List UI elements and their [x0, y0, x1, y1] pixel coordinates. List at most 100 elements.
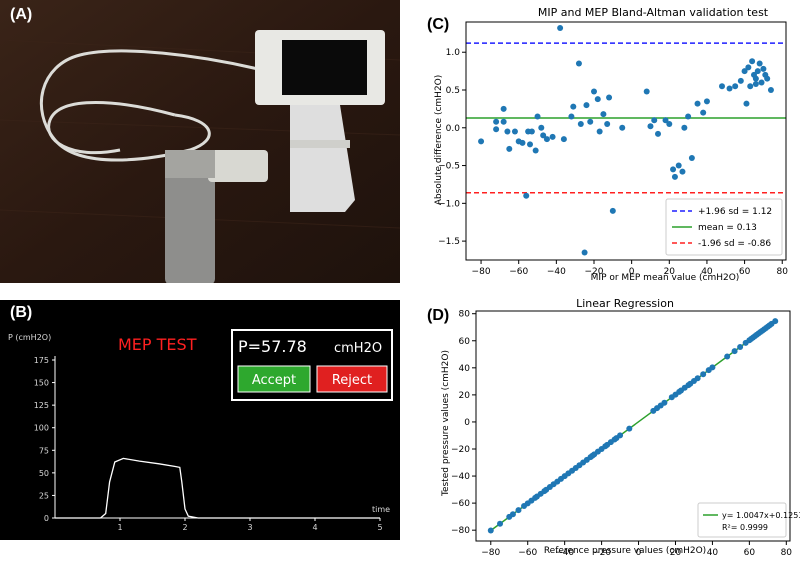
data-point	[741, 68, 748, 75]
data-point	[600, 111, 607, 118]
data-point	[745, 64, 752, 71]
data-point	[509, 511, 516, 518]
data-point	[568, 113, 575, 120]
chart-d-legend: y= 1.0047x+0.1253 R²= 0.9999	[697, 502, 800, 538]
data-point	[596, 128, 603, 135]
legend-entry: mean = 0.13	[698, 223, 757, 233]
data-point	[591, 88, 597, 95]
y-tick-label: 0.5	[446, 86, 460, 96]
linear-regression-chart: Linear Regression Reference pressure val…	[441, 297, 800, 558]
data-point	[661, 399, 668, 406]
x-tick-label: 80	[777, 267, 789, 277]
tubing	[39, 49, 263, 162]
x-tick-label: −60	[509, 267, 528, 277]
accept-button[interactable]: Accept	[237, 365, 311, 393]
screen-y-tick-label: 0	[44, 514, 49, 523]
data-point	[752, 75, 759, 82]
handheld-device	[255, 30, 385, 212]
chart-d-ticks: −80 −60 −40 −20 0 20 40 60 80 −80 −60 −40 −20 0 20 40 60…	[451, 310, 792, 558]
data-point	[570, 103, 577, 110]
data-point	[511, 128, 518, 135]
chart-c-reference-lines	[466, 42, 786, 194]
data-point	[688, 155, 695, 161]
y-tick-label: −40	[451, 472, 470, 482]
y-tick-label: −60	[451, 499, 470, 509]
data-point	[679, 168, 686, 175]
pressure-readout: P=57.78	[238, 337, 307, 356]
panel-label-b: (B)	[10, 304, 33, 321]
data-point	[760, 65, 767, 72]
data-point	[540, 132, 547, 139]
data-point	[534, 113, 541, 120]
data-point	[519, 139, 526, 146]
pressure-trace	[55, 457, 380, 519]
y-tick-label: −0.5	[438, 162, 460, 172]
x-tick-label: −80	[481, 548, 500, 558]
data-point	[651, 117, 658, 124]
y-tick-label: 60	[459, 337, 471, 347]
data-point	[675, 162, 682, 169]
legend-box	[665, 198, 783, 256]
screen-y-tick-label: 75	[39, 446, 49, 455]
data-point	[737, 344, 744, 351]
screen-title: MEP TEST	[118, 335, 197, 354]
x-tick-label: −60	[518, 548, 537, 558]
chart-c-points	[478, 25, 774, 256]
chart-d-points	[487, 318, 779, 534]
screen-display: P (cmH2O) MEP TEST P=57.78 cmH2O Accept …	[8, 329, 393, 532]
data-point	[604, 121, 611, 127]
x-tick-label: −20	[592, 548, 611, 558]
data-point	[523, 192, 530, 199]
data-point	[478, 138, 485, 145]
screen-y-tick-label: 175	[34, 356, 49, 365]
data-point	[719, 83, 725, 90]
data-point	[617, 432, 624, 439]
data-point	[767, 87, 774, 93]
chart-c-ticks: −80 −60 −40 −20 0 20 40 60 80 −1.5 −1.0 −0.5 0.0 0.5 1…	[438, 48, 788, 277]
data-point	[609, 207, 616, 214]
x-tick-label: 0	[636, 548, 642, 558]
pressure-unit: cmH2O	[334, 341, 382, 356]
data-point	[549, 133, 556, 140]
data-point	[528, 128, 535, 135]
data-point	[670, 166, 677, 173]
data-point	[662, 117, 669, 124]
x-tick-label: −20	[585, 267, 604, 277]
data-point	[500, 105, 507, 112]
x-tick-label: 60	[744, 548, 756, 558]
screen-x-tick-label: 5	[377, 523, 382, 532]
data-point	[726, 85, 733, 92]
data-point	[515, 507, 522, 514]
data-point	[694, 100, 701, 107]
data-point	[538, 124, 545, 131]
chart-c-frame	[465, 21, 787, 261]
screen-y-tick-label: 50	[39, 469, 49, 478]
data-point	[681, 124, 688, 131]
screen-x-tick-label: 3	[247, 523, 252, 532]
y-tick-label: 20	[459, 391, 471, 401]
y-tick-label: −1.5	[438, 237, 460, 247]
reject-button[interactable]: Reject	[316, 365, 388, 393]
data-point	[594, 96, 601, 103]
y-tick-label: −20	[451, 445, 470, 455]
data-point	[557, 25, 564, 32]
mouthpiece-unit	[165, 150, 268, 283]
x-tick-label: 40	[701, 267, 713, 277]
y-tick-label: 0	[464, 418, 470, 428]
panel-label-c: (C)	[427, 16, 450, 33]
chart-c-legend: +1.96 sd = 1.12 mean = 0.13 -1.96 sd = -0.…	[665, 198, 783, 256]
device-photo-illustration	[0, 0, 400, 283]
x-tick-label: 60	[739, 267, 751, 277]
screen-y-tick-label: 25	[39, 491, 49, 500]
chart-d-ylabel: Tested pressure values (cmH2O)	[441, 350, 451, 497]
data-point	[666, 121, 673, 127]
y-tick-label: 80	[459, 310, 471, 320]
data-point	[527, 141, 533, 148]
x-tick-label: 20	[664, 267, 676, 277]
screen-x-axis-label: time	[372, 505, 390, 514]
data-point	[671, 173, 678, 180]
y-tick-label: −1.0	[438, 199, 460, 209]
legend-box	[697, 502, 787, 538]
x-tick-label: 40	[707, 548, 719, 558]
legend-entry: y= 1.0047x+0.1253	[722, 511, 800, 520]
